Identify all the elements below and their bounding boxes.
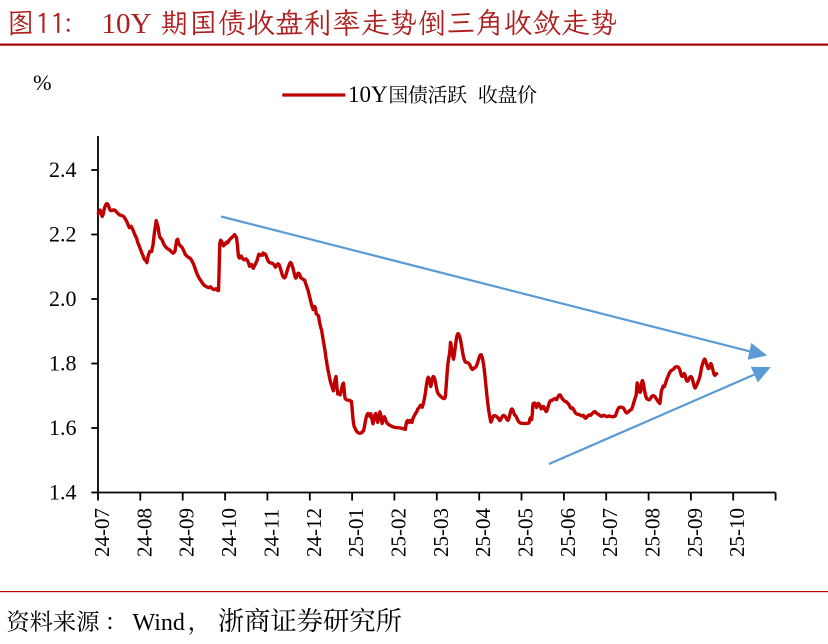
svg-text:24-07: 24-07 <box>90 508 114 557</box>
svg-text:24-08: 24-08 <box>132 508 156 557</box>
svg-text:25-04: 25-04 <box>471 508 495 557</box>
svg-text:%: % <box>33 70 52 95</box>
svg-text:1.6: 1.6 <box>49 415 77 440</box>
svg-text:25-02: 25-02 <box>386 508 410 557</box>
svg-text:25-07: 25-07 <box>598 508 622 557</box>
svg-text:25-08: 25-08 <box>641 508 665 557</box>
svg-text:25-05: 25-05 <box>514 508 538 557</box>
svg-text:Wind: Wind <box>133 610 185 636</box>
svg-text:10Y: 10Y <box>348 82 388 107</box>
svg-text:24-12: 24-12 <box>302 508 326 557</box>
svg-text:10Y: 10Y <box>102 8 152 40</box>
svg-text:25-03: 25-03 <box>429 508 453 557</box>
svg-text:24-10: 24-10 <box>217 508 241 557</box>
svg-text:2.0: 2.0 <box>49 286 77 311</box>
svg-text:25-09: 25-09 <box>683 508 707 557</box>
svg-text:1.8: 1.8 <box>49 351 77 376</box>
svg-text:25-06: 25-06 <box>556 508 580 557</box>
svg-text:24-09: 24-09 <box>175 508 199 557</box>
svg-text:2.4: 2.4 <box>49 157 77 182</box>
svg-text:25-10: 25-10 <box>725 508 749 557</box>
svg-text:24-11: 24-11 <box>259 509 283 557</box>
svg-text:2.2: 2.2 <box>49 222 77 247</box>
svg-text:25-01: 25-01 <box>344 508 368 557</box>
svg-text:1.4: 1.4 <box>49 480 77 505</box>
